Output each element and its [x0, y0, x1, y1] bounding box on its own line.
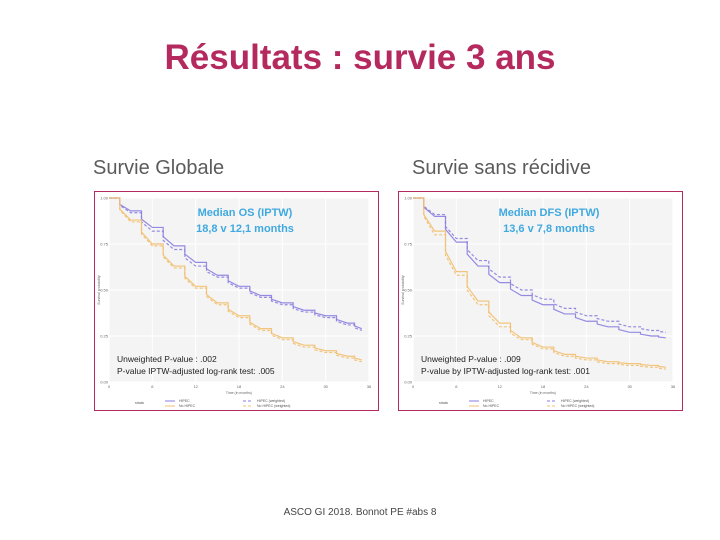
x-tick-label: 0: [108, 384, 111, 389]
legend-item: No HIPEC: [179, 404, 196, 408]
km-curve-no-hipec: [413, 197, 666, 368]
y-tick-label: 0.75: [404, 242, 413, 247]
y-tick-label: 0.50: [404, 288, 413, 293]
km-curve-no-hipec-weighted: [413, 197, 666, 370]
legend-item: HIPEC (weighted): [561, 399, 589, 403]
x-tick-label: 18: [541, 384, 546, 389]
x-tick-label: 6: [151, 384, 154, 389]
legend-item: No HIPEC (weighted): [257, 404, 290, 408]
y-tick-label: 0.25: [100, 334, 109, 339]
x-tick-label: 24: [584, 384, 589, 389]
chart-panel-overall-survival: 0.00 0.25 0.50 0.75 1.00 0 6 12 18 24 30 36 Time (in…: [94, 191, 379, 411]
km-chart-disease-free-survival: 0.00 0.25 0.50 0.75 1.00 0 6 12 18 24 30 36 Time (in…: [401, 196, 676, 409]
median-label: Median OS (IPTW): [198, 207, 293, 219]
y-tick-label: 1.00: [100, 196, 109, 201]
legend-item: HIPEC: [483, 399, 494, 403]
median-value: 18,8 v 12,1 months: [196, 223, 294, 235]
median-value: 13,6 v 7,8 months: [503, 223, 595, 235]
x-tick-label: 24: [280, 384, 285, 389]
x-tick-label: 36: [367, 384, 372, 389]
pvalue-iptw: P-value by IPTW-adjusted log-rank test: …: [421, 366, 590, 376]
x-tick-label: 30: [627, 384, 632, 389]
pvalue-unweighted: Unweighted P-value : .002: [117, 354, 217, 364]
median-label: Median DFS (IPTW): [499, 207, 600, 219]
pvalue-iptw: P-value IPTW-adjusted log-rank test: .00…: [117, 366, 275, 376]
y-tick-label: 0.50: [100, 288, 109, 293]
x-tick-label: 30: [323, 384, 328, 389]
x-axis-label: Time (in months): [226, 391, 252, 395]
y-tick-label: 0.00: [100, 380, 109, 385]
y-tick-label: 0.00: [404, 380, 413, 385]
chart-panel-disease-free-survival: 0.00 0.25 0.50 0.75 1.00 0 6 12 18 24 30 36 Time (in…: [398, 191, 683, 411]
x-tick-label: 12: [497, 384, 502, 389]
y-axis-label: Survival probability: [97, 275, 101, 305]
pvalue-unweighted: Unweighted P-value : .009: [421, 354, 521, 364]
y-tick-label: 0.75: [100, 242, 109, 247]
km-curve-hipec-weighted: [109, 197, 362, 332]
legend-item: No HIPEC (weighted): [561, 404, 594, 408]
legend-item: HIPEC (weighted): [257, 399, 285, 403]
x-tick-label: 6: [455, 384, 458, 389]
km-curve-hipec-weighted: [413, 197, 666, 333]
x-tick-label: 0: [412, 384, 415, 389]
slide-title: Résultats : survie 3 ans: [164, 38, 556, 77]
slide-footer: ASCO GI 2018. Bonnot PE #abs 8: [283, 507, 437, 518]
x-axis-label: Time (in months): [530, 391, 556, 395]
km-curve-hipec: [413, 197, 666, 339]
legend-item: No HIPEC: [483, 404, 500, 408]
x-tick-label: 12: [193, 384, 198, 389]
legend-title: strata: [135, 401, 144, 405]
x-tick-label: 18: [237, 384, 242, 389]
subtitle-disease-free-survival: Survie sans récidive: [412, 157, 591, 179]
km-chart-overall-survival: 0.00 0.25 0.50 0.75 1.00 0 6 12 18 24 30 36 Time (in…: [97, 196, 372, 409]
km-curve-no-hipec-weighted: [109, 197, 362, 363]
y-tick-label: 1.00: [404, 196, 413, 201]
y-axis-label: Survival probability: [401, 275, 405, 305]
km-curve-hipec: [109, 197, 362, 330]
subtitle-overall-survival: Survie Globale: [93, 157, 225, 179]
legend-title: strata: [439, 401, 448, 405]
km-curve-no-hipec: [109, 197, 362, 361]
x-tick-label: 36: [671, 384, 676, 389]
legend-item: HIPEC: [179, 399, 190, 403]
y-tick-label: 0.25: [404, 334, 413, 339]
